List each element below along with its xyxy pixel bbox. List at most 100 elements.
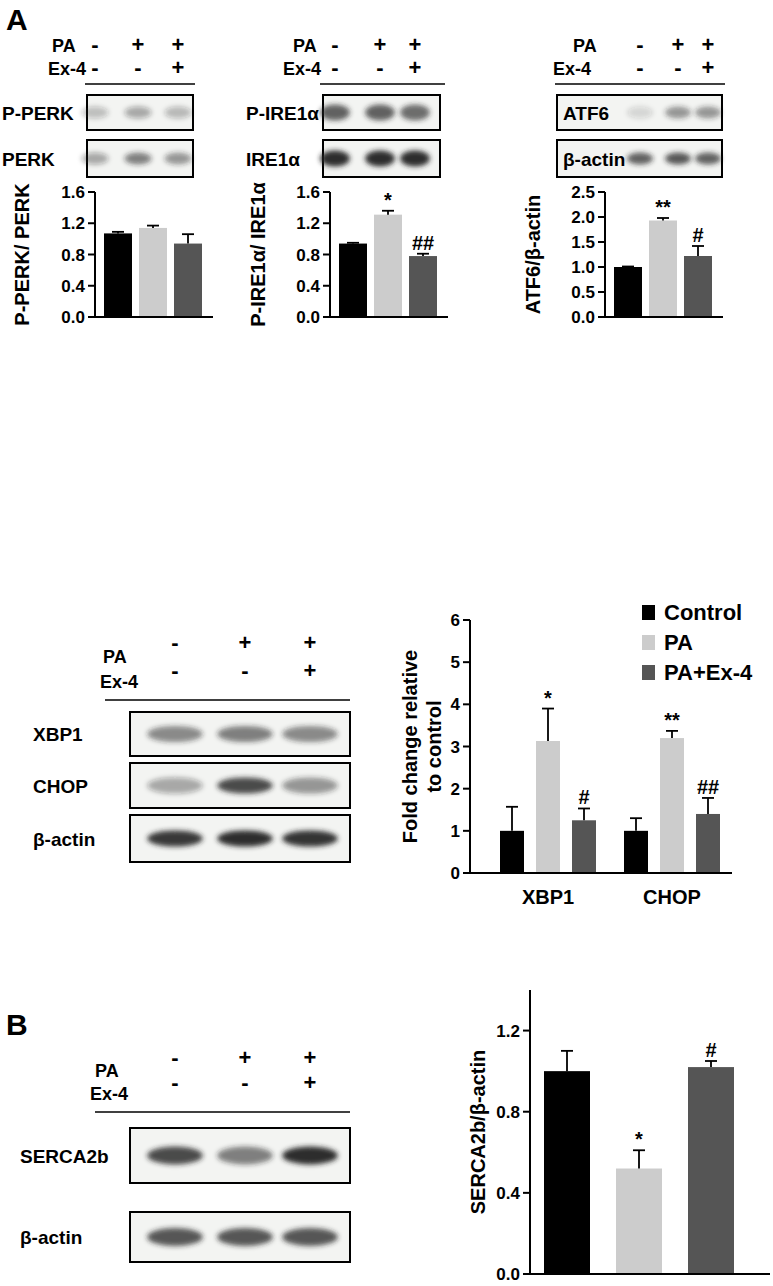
- y-axis-label: ATF6/β-actin: [522, 195, 544, 315]
- blot-band: [695, 153, 721, 165]
- treatment-sign: +: [672, 32, 685, 57]
- significance: ##: [697, 776, 719, 798]
- blot-band: [282, 726, 338, 742]
- blot-band: [147, 726, 203, 742]
- error-bar: [633, 1150, 645, 1168]
- error-bar: [561, 1051, 573, 1071]
- blot-band: [400, 105, 430, 121]
- blot-band: [217, 1228, 273, 1246]
- treatment-label: PA: [573, 36, 597, 56]
- blot-band: [82, 107, 109, 119]
- chart: 0.00.40.81.2*#SERCA2b/β-actin: [467, 990, 770, 1284]
- tick: [463, 788, 470, 790]
- legend-label: Control: [664, 600, 742, 625]
- y-axis: [329, 192, 331, 318]
- bar: [614, 267, 642, 317]
- error-bar: [666, 731, 678, 738]
- bar: [684, 256, 712, 317]
- blot-band: [217, 831, 273, 847]
- tick-label: 2: [451, 780, 460, 799]
- error-bar: [630, 818, 642, 831]
- tick-label: 0.0: [296, 308, 320, 327]
- tick: [323, 254, 330, 256]
- tick-label: 0.0: [571, 308, 595, 327]
- treatment-sign: +: [304, 658, 317, 683]
- y-axis: [604, 192, 606, 318]
- bar: [374, 215, 402, 317]
- treatment-sign: -: [241, 658, 248, 683]
- treatment-sign: -: [91, 55, 98, 80]
- treatment-label: PA: [95, 1061, 119, 1081]
- tick-label: 0.8: [296, 246, 320, 265]
- treatment-sign: +: [702, 55, 715, 80]
- bar: [339, 244, 367, 317]
- error-stem: [187, 234, 189, 243]
- bar: [649, 221, 677, 318]
- blot-band: [82, 153, 109, 165]
- legend-label: PA+Ex-4: [664, 660, 753, 685]
- blot-band: [217, 726, 273, 742]
- tick-label: 0.0: [496, 1265, 520, 1284]
- bar: [572, 820, 596, 873]
- treatment-label: Ex-4: [90, 1084, 128, 1104]
- tick: [598, 216, 605, 218]
- blot-band: [365, 105, 395, 121]
- error-bar: [147, 226, 159, 228]
- tick-label: 6: [451, 611, 460, 630]
- blot-row-label: P-IRE1α: [246, 103, 319, 124]
- error-stem: [707, 798, 709, 814]
- treatment-sign: -: [636, 32, 643, 57]
- tick-label: 1.2: [496, 1022, 520, 1041]
- blot-frame: [130, 712, 350, 756]
- tick: [523, 1192, 530, 1194]
- blot-row-label: β-actin: [20, 1227, 82, 1248]
- x-axis: [469, 872, 732, 874]
- treatment-sign: -: [171, 1045, 178, 1070]
- treatment-sign: -: [134, 55, 141, 80]
- blot-band: [217, 778, 273, 794]
- blot-frame: [130, 763, 350, 808]
- bars: [500, 709, 720, 873]
- error-cap: [506, 806, 518, 808]
- treatment-sign: +: [374, 32, 387, 57]
- significance: *: [635, 1128, 643, 1150]
- bar: [409, 256, 437, 317]
- treatment-sign: -: [331, 55, 338, 80]
- treatment-sign: +: [304, 630, 317, 655]
- blot-band: [282, 1147, 338, 1165]
- treatment-sign: -: [331, 32, 338, 57]
- tick: [88, 191, 95, 193]
- tick-label: 0.4: [296, 277, 320, 296]
- tick: [523, 1111, 530, 1113]
- tick: [463, 703, 470, 705]
- treatment-sign: +: [132, 32, 145, 57]
- tick-label: 2.0: [571, 208, 595, 227]
- blot-band: [147, 1147, 203, 1165]
- error-bar: [578, 808, 590, 820]
- blot-frame: [130, 1128, 350, 1183]
- blot-band: [147, 1228, 203, 1246]
- tick-label: 1.5: [571, 233, 595, 252]
- blot-band: [695, 107, 721, 119]
- tick-label: 0.8: [496, 1103, 520, 1122]
- tick: [88, 316, 95, 318]
- treatment-label: PA: [52, 36, 76, 56]
- bar: [660, 738, 684, 873]
- error-stem: [511, 807, 513, 831]
- tick-label: 3: [451, 738, 460, 757]
- legend-label: PA: [664, 630, 693, 655]
- bar: [139, 228, 167, 317]
- treatment-label: PA: [293, 36, 317, 56]
- error-bar: [692, 246, 704, 256]
- error-stem: [638, 1150, 640, 1168]
- error-stem: [671, 731, 673, 738]
- tick-label: 1.6: [296, 183, 320, 202]
- error-bar: [705, 1061, 717, 1067]
- blot-row-label: IRE1α: [246, 149, 300, 170]
- treatment-label: Ex-4: [100, 672, 138, 692]
- x-axis: [329, 316, 448, 318]
- tick: [463, 619, 470, 621]
- blot: PA-++Ex-4--+P-IRE1αIRE1α: [246, 32, 445, 177]
- error-stem: [583, 808, 585, 820]
- significance: *: [384, 189, 392, 211]
